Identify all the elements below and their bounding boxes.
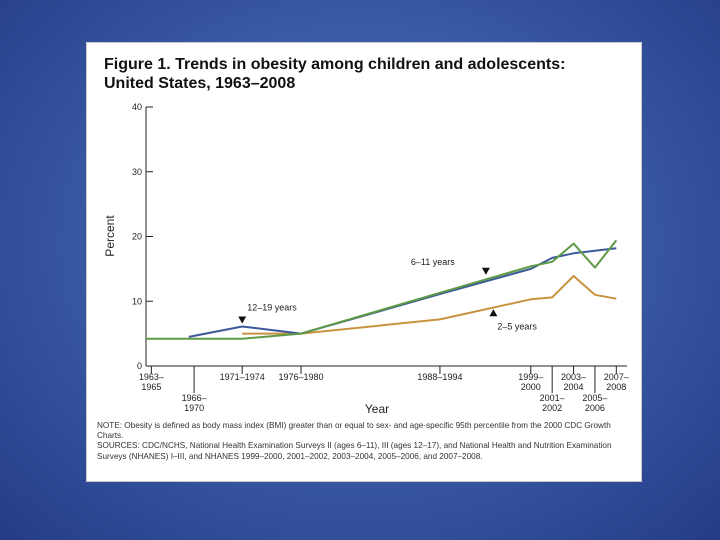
y-tick-label: 20 bbox=[132, 232, 142, 242]
annotation-label: 12–19 years bbox=[247, 303, 297, 313]
y-tick-label: 30 bbox=[132, 167, 142, 177]
x-tick-label: 1999– bbox=[518, 372, 543, 382]
sources-text: SOURCES: CDC/NCHS, National Health Exami… bbox=[97, 441, 612, 461]
figure-title-line1: Figure 1. Trends in obesity among childr… bbox=[104, 56, 566, 73]
x-tick-label: 1976–1980 bbox=[278, 372, 323, 382]
y-axis-label: Percent bbox=[103, 215, 117, 257]
series-line-12-19-years bbox=[146, 239, 618, 340]
figure-notes: NOTE: Obesity is defined as body mass in… bbox=[97, 421, 637, 462]
figure-title-line2: United States, 1963–2008 bbox=[104, 75, 296, 92]
x-tick-label: 2004 bbox=[564, 382, 584, 392]
y-tick-label: 40 bbox=[132, 102, 142, 112]
x-tick-label: 1966– bbox=[182, 393, 207, 403]
x-tick-label: 1963– bbox=[139, 372, 164, 382]
series-line-2-5-years bbox=[242, 275, 617, 335]
x-tick-label: 1988–1994 bbox=[417, 372, 462, 382]
annotation-label: 2–5 years bbox=[497, 321, 537, 331]
y-tick-label: 0 bbox=[137, 361, 142, 371]
x-tick-label: 2006 bbox=[585, 403, 605, 413]
y-tick-label: 10 bbox=[132, 296, 142, 306]
x-tick-label: 1965 bbox=[141, 382, 161, 392]
annotation-label: 6–11 years bbox=[411, 257, 455, 267]
series-line-6-11-years bbox=[188, 247, 617, 338]
x-tick-label: 1970 bbox=[184, 403, 204, 413]
x-tick-label: 2003– bbox=[561, 372, 586, 382]
x-tick-label: 2002 bbox=[542, 403, 562, 413]
x-axis-label: Year bbox=[365, 402, 389, 416]
note-text: NOTE: Obesity is defined as body mass in… bbox=[97, 421, 611, 441]
x-tick-label: 2008 bbox=[606, 382, 626, 392]
annotation-marker bbox=[238, 316, 247, 324]
annotation-marker bbox=[481, 267, 490, 275]
figure-card: Figure 1. Trends in obesity among childr… bbox=[86, 42, 642, 482]
figure-title: Figure 1. Trends in obesity among childr… bbox=[104, 55, 624, 93]
x-tick-label: 2007– bbox=[604, 372, 629, 382]
x-tick-label: 1971–1974 bbox=[220, 372, 265, 382]
x-tick-label: 2001– bbox=[540, 393, 565, 403]
obesity-trend-chart: 0 10 20 30 40 Percent 1963–1965 1966–1970 1971–1… bbox=[103, 102, 629, 416]
annotation-marker bbox=[489, 309, 498, 317]
x-tick-label: 2005– bbox=[582, 393, 607, 403]
x-tick-label: 2000 bbox=[521, 382, 541, 392]
